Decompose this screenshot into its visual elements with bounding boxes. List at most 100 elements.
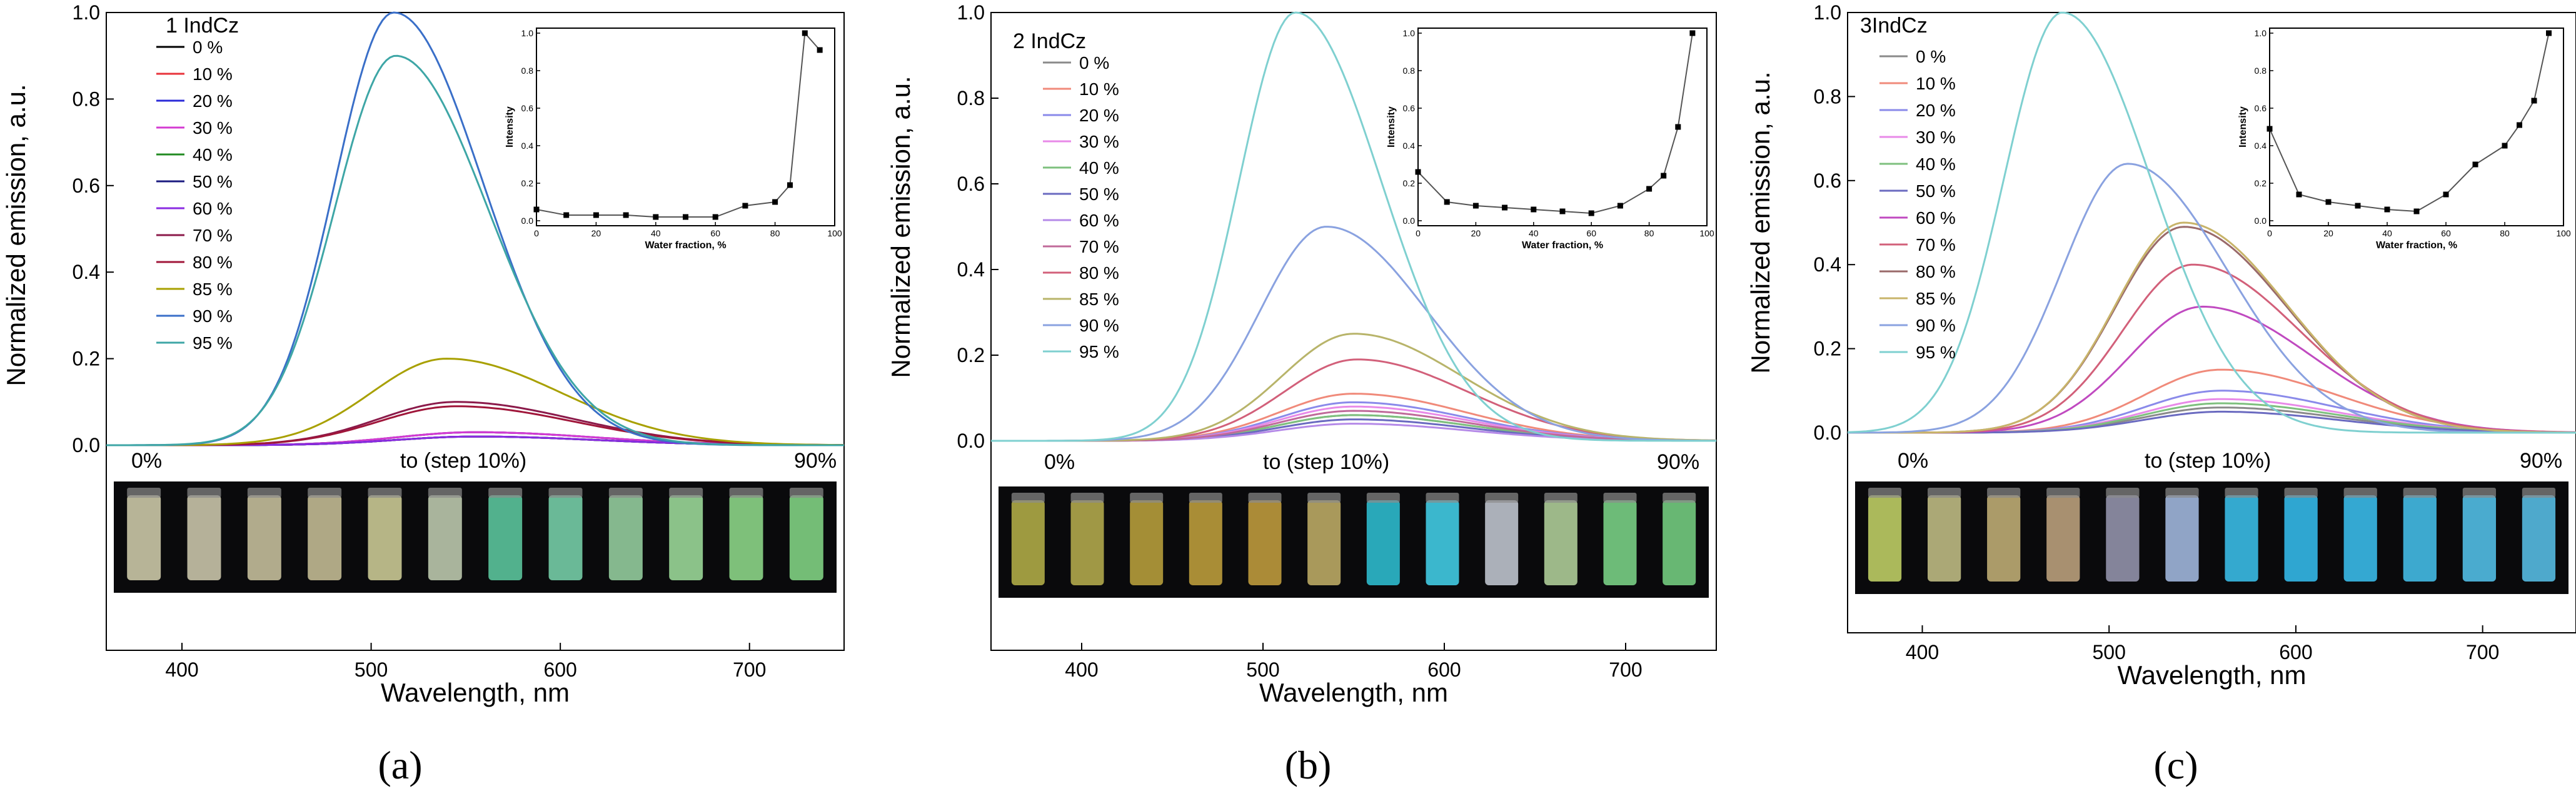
inset-point-6 (1588, 210, 1594, 216)
series-line-7 (106, 401, 844, 446)
vial (1366, 500, 1400, 585)
chart-title: 2 IndCz (1013, 29, 1086, 53)
inset-point-8 (1646, 186, 1653, 192)
vial (2403, 495, 2437, 582)
y-tick-label: 1.0 (957, 1, 985, 24)
photo-label-middle: to (step 10%) (1263, 450, 1389, 474)
vial-cap (1663, 493, 1696, 503)
inset-point-5 (1559, 208, 1566, 214)
inset-line (1417, 33, 1693, 214)
inset-y-tick-label: 1.0 (521, 28, 534, 38)
inset-point-9 (2517, 122, 2522, 128)
x-tick-label: 600 (543, 658, 576, 681)
inset-y-tick-label: 0.6 (2255, 103, 2267, 113)
vial-cap (1987, 488, 2021, 498)
inset-point-0 (533, 206, 540, 213)
vial (608, 495, 643, 580)
series-line-5 (1848, 410, 2576, 434)
series-line-8 (991, 358, 1717, 442)
vial (2046, 495, 2080, 582)
panel-captions: (a) (b) (c) (378, 743, 2198, 787)
vial (1248, 500, 1282, 585)
inset-x-tick-label: 20 (2323, 228, 2333, 238)
legend-entry: 70 % (1079, 237, 1119, 256)
vial-cap (1011, 493, 1045, 503)
y-tick-label: 0.8 (1814, 85, 1841, 108)
vial-cap (1868, 488, 1902, 498)
vial-photo-strip (1855, 481, 2568, 594)
inset-y-tick-label: 0.4 (521, 141, 534, 151)
legend-entry: 95 % (193, 333, 233, 353)
inset-x-tick-label: 20 (591, 228, 601, 238)
series-line-9 (1848, 221, 2576, 434)
inset-x-tick-label: 60 (710, 228, 720, 238)
vial (428, 495, 462, 580)
inset-y-tick-label: 0.6 (1403, 103, 1416, 113)
inset-point-2 (2325, 199, 2332, 205)
legend-entry: 50 % (193, 172, 233, 191)
inset-point-8 (2502, 143, 2508, 149)
vial (1544, 500, 1577, 585)
legend-entry: 0 % (1916, 47, 1946, 66)
inset-y-tick-label: 0.2 (1403, 178, 1416, 188)
y-axis-title: Normalized emission, a.u. (886, 76, 915, 378)
photo-label-start: 0% (131, 449, 162, 473)
vial (2165, 495, 2199, 582)
series-line-10 (991, 226, 1716, 442)
vial-photo-strip (114, 481, 837, 593)
vial (1603, 500, 1637, 585)
inset-x-tick-label: 100 (2556, 228, 2571, 238)
inset-x-tick-label: 0 (2267, 228, 2272, 238)
x-tick-label: 600 (2279, 641, 2312, 663)
photo-label-start: 0% (1898, 449, 1928, 473)
inset-point-10 (1675, 124, 1681, 130)
inset-point-6 (712, 214, 718, 220)
vial-cap (428, 488, 462, 498)
x-tick-label: 400 (165, 658, 198, 681)
x-axis-title: Wavelength, nm (2118, 660, 2307, 690)
y-tick-label: 0.0 (957, 430, 985, 452)
vial (669, 495, 703, 580)
inset-y-tick-label: 1.0 (1403, 28, 1416, 38)
inset-point-9 (1661, 173, 1667, 179)
vial (1987, 495, 2021, 582)
legend-entry: 40 % (1079, 158, 1119, 178)
vial (488, 495, 523, 580)
inset-y-tick-label: 0.4 (2255, 141, 2267, 151)
vial-cap (2046, 488, 2080, 498)
inset-y-tick-label: 0.2 (2255, 178, 2267, 188)
vial (1130, 500, 1164, 585)
vial-cap (368, 488, 402, 498)
inset-point-3 (1502, 204, 1508, 211)
inset-y-axis-title: Intensity (1386, 106, 1397, 148)
vial-cap (669, 488, 703, 498)
x-tick-label: 500 (2093, 641, 2126, 663)
inset-point-11 (2546, 30, 2552, 36)
vial (729, 495, 763, 580)
inset-point-3 (623, 212, 629, 218)
vial (1189, 500, 1222, 585)
vial (2106, 495, 2140, 582)
legend-entry: 70 % (1916, 235, 1956, 254)
vial (127, 495, 161, 580)
inset-y-tick-label: 1.0 (2255, 28, 2267, 38)
x-tick-label: 500 (355, 658, 388, 681)
vial (789, 495, 823, 580)
vial (2462, 495, 2496, 582)
inset-x-tick-label: 60 (1586, 228, 1596, 238)
y-tick-label: 0.2 (73, 348, 100, 370)
inset-x-tick-label: 40 (2382, 228, 2392, 238)
inset-x-axis-title: Water fraction, % (2376, 240, 2457, 251)
vial (2225, 495, 2258, 582)
legend-entry: 70 % (193, 226, 233, 245)
inset-x-tick-label: 60 (2441, 228, 2451, 238)
legend-entry: 30 % (1079, 132, 1119, 151)
inset-line (536, 31, 820, 218)
legend-entry: 90 % (193, 306, 233, 326)
vial-photo-strip (999, 486, 1709, 598)
legend-entry: 60 % (193, 199, 233, 218)
legend-entry: 80 % (193, 253, 233, 272)
